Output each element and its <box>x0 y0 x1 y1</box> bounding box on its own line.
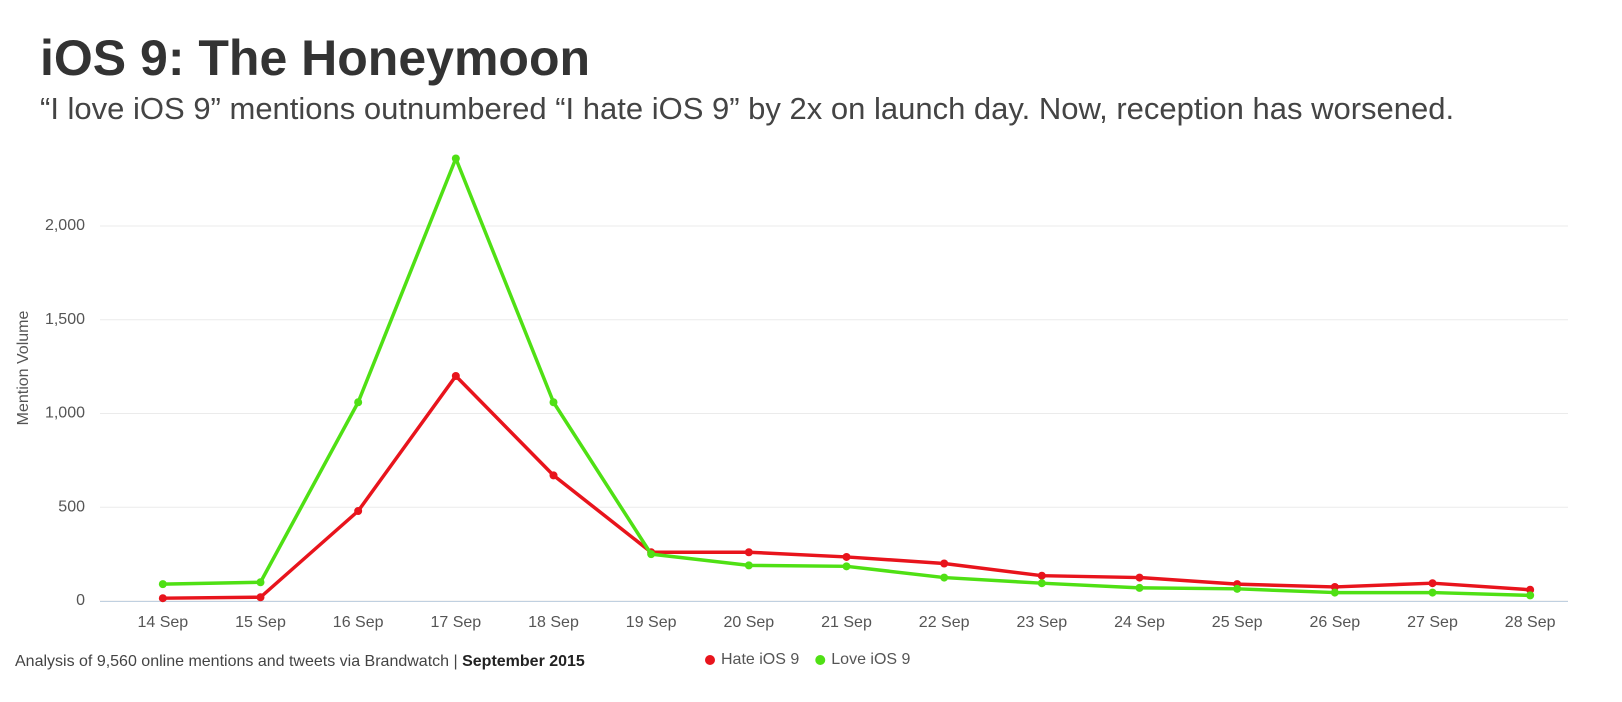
chart-subtitle: “I love iOS 9” mentions outnumbered “I h… <box>40 91 1454 126</box>
data-point <box>940 573 949 582</box>
source-note: Analysis of 9,560 online mentions and tw… <box>15 653 585 670</box>
data-point <box>1330 582 1339 591</box>
source-date: September 2015 <box>462 653 585 670</box>
y-tick-label: 2,000 <box>45 217 85 234</box>
y-tick-label: 500 <box>58 498 85 515</box>
data-point <box>354 398 363 407</box>
data-point <box>1526 591 1535 600</box>
data-point <box>1526 585 1535 594</box>
x-tick-label: 14 Sep <box>137 614 188 631</box>
data-point <box>1428 579 1437 588</box>
data-point <box>158 580 167 589</box>
x-tick-label: 16 Sep <box>333 614 384 631</box>
data-point <box>647 550 656 559</box>
data-point <box>940 559 949 568</box>
x-tick-label: 23 Sep <box>1016 614 1067 631</box>
x-tick-label: 25 Sep <box>1212 614 1263 631</box>
x-tick-label: 24 Sep <box>1114 614 1165 631</box>
x-tick-label: 27 Sep <box>1407 614 1458 631</box>
data-point <box>744 548 753 557</box>
data-point <box>1037 571 1046 580</box>
data-point <box>842 562 851 571</box>
data-point <box>1135 583 1144 592</box>
data-point <box>1330 588 1339 597</box>
data-point <box>1037 579 1046 588</box>
data-point <box>451 372 460 380</box>
legend-swatch <box>705 655 715 665</box>
data-point <box>1428 588 1437 597</box>
data-point <box>549 471 558 480</box>
data-point <box>451 154 460 163</box>
y-tick-label: 1,000 <box>45 405 85 422</box>
data-point <box>1233 584 1242 593</box>
data-point <box>256 593 265 602</box>
data-point <box>158 594 167 603</box>
y-tick-label: 1,500 <box>45 311 85 328</box>
legend-label: Hate iOS 9 <box>721 651 799 668</box>
source: Analysis of 9,560 online mentions and tw… <box>15 653 458 670</box>
series-line <box>162 156 1531 598</box>
data-point <box>744 561 753 570</box>
x-tick-label: 26 Sep <box>1309 614 1360 631</box>
x-tick-label: 28 Sep <box>1505 614 1556 631</box>
data-point <box>354 507 363 515</box>
x-tick-label: 20 Sep <box>723 614 774 631</box>
y-tick-label: 0 <box>76 592 85 609</box>
data-point <box>842 552 851 561</box>
x-tick-label: 18 Sep <box>528 614 579 631</box>
y-axis-label: Mention Volume <box>15 311 32 426</box>
data-point <box>549 398 558 407</box>
x-tick-label: 21 Sep <box>821 614 872 631</box>
x-tick-label: 15 Sep <box>235 614 286 631</box>
legend-label: Love iOS 9 <box>831 651 910 668</box>
x-tick-label: 17 Sep <box>430 614 481 631</box>
legend-swatch <box>815 655 826 665</box>
chart-title: iOS 9: The Honeymoon <box>40 30 590 86</box>
data-point <box>256 578 265 587</box>
x-tick-label: 19 Sep <box>626 614 677 631</box>
x-tick-label: 22 Sep <box>919 614 970 631</box>
data-point <box>1135 573 1144 582</box>
